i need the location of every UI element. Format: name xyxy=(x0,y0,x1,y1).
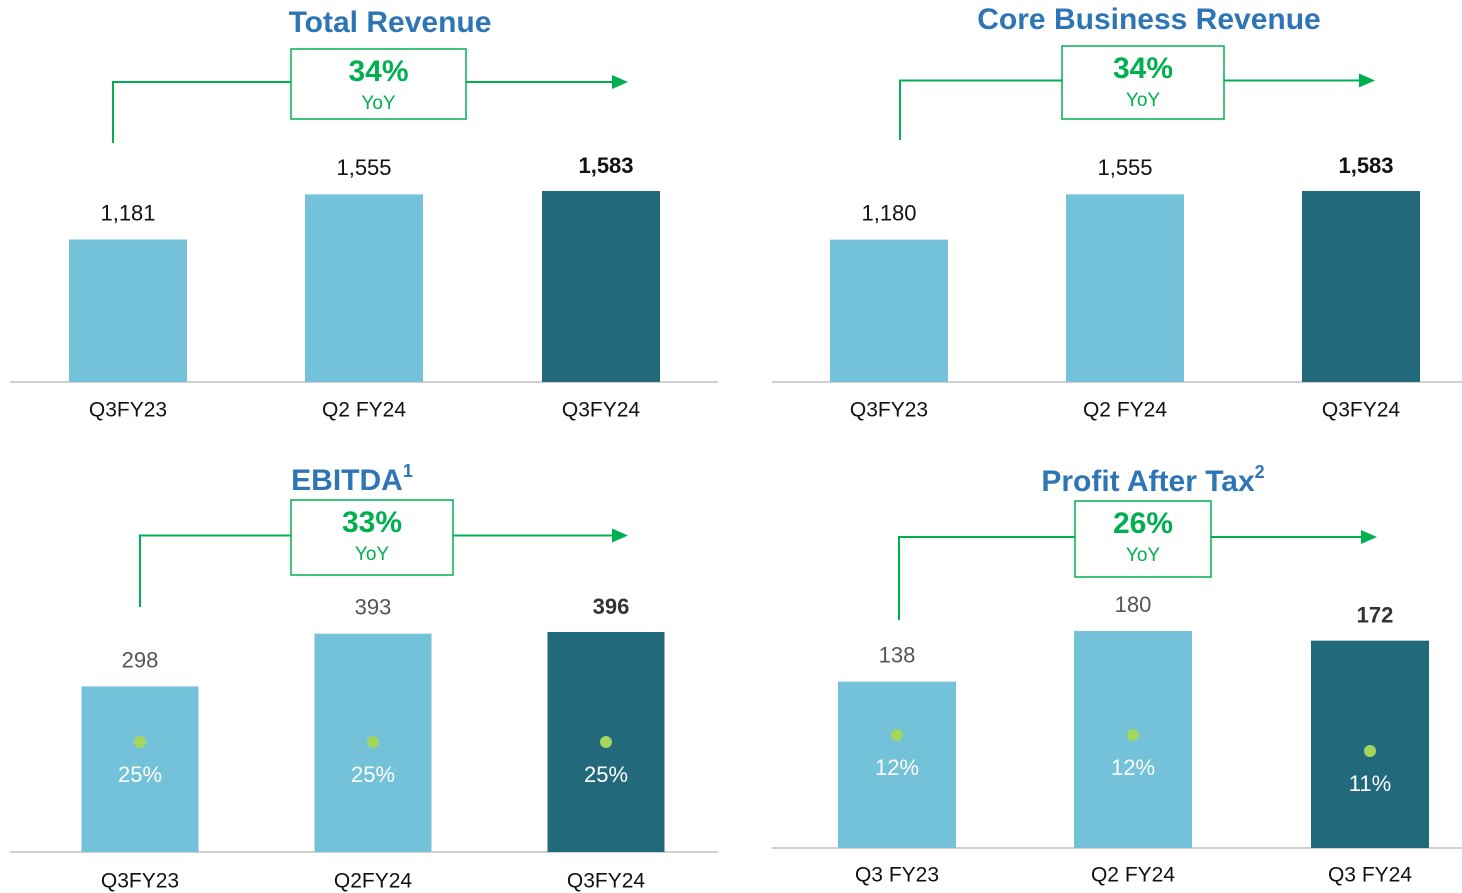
margin-dot xyxy=(600,736,612,748)
growth-value: 26% xyxy=(1113,507,1173,540)
title-note: 2 xyxy=(1255,462,1265,482)
arrow-head xyxy=(612,528,628,543)
margin-label: 25% xyxy=(351,762,395,787)
category-label: Q2 FY24 xyxy=(1083,399,1167,422)
margin-label: 25% xyxy=(118,762,162,787)
growth-caption: YoY xyxy=(1126,90,1160,111)
category-label: Q2 FY24 xyxy=(1091,864,1175,887)
arrow-head xyxy=(1359,73,1375,88)
value-label: 396 xyxy=(593,594,630,619)
category-label: Q3FY24 xyxy=(567,870,646,893)
value-label: 180 xyxy=(1115,592,1152,617)
title-text: EBITDA xyxy=(291,464,403,497)
bar xyxy=(542,191,660,382)
value-label: 1,583 xyxy=(1338,153,1393,178)
growth-value: 33% xyxy=(342,506,402,539)
bar xyxy=(1311,640,1429,848)
title-text: Core Business Revenue xyxy=(977,3,1320,36)
arrow-head xyxy=(1361,530,1377,544)
callout-box xyxy=(1061,45,1225,120)
title-text: Total Revenue xyxy=(289,6,492,39)
margin-label: 11% xyxy=(1349,771,1391,796)
margin-dot xyxy=(891,729,903,741)
category-label: Q2FY24 xyxy=(334,870,413,893)
growth-value: 34% xyxy=(1113,52,1173,85)
value-label: 1,181 xyxy=(100,200,155,225)
category-label: Q2 FY24 xyxy=(322,399,406,422)
margin-dot xyxy=(1127,729,1139,741)
value-label: 298 xyxy=(122,647,159,672)
callout-line xyxy=(898,536,1075,620)
category-label: Q3 FY23 xyxy=(855,864,939,887)
callout-box xyxy=(290,48,467,120)
callout-line xyxy=(139,534,291,607)
title-text: Profit After Tax xyxy=(1041,465,1255,498)
callout-box xyxy=(1074,500,1212,578)
bar xyxy=(1302,191,1420,382)
bar xyxy=(81,686,199,852)
margin-dot xyxy=(134,736,146,748)
value-label: 393 xyxy=(355,594,392,619)
value-label: 172 xyxy=(1357,602,1394,627)
chart-panel: EBITDA1 33% YoY 298 Q3FY23 25% 393 Q2FY24 25% 396… xyxy=(10,461,718,893)
category-label: Q3FY23 xyxy=(101,870,179,893)
value-label: 1,583 xyxy=(578,153,633,178)
growth-caption: YoY xyxy=(361,93,395,114)
category-label: Q3 FY24 xyxy=(1328,864,1412,887)
value-label: 1,555 xyxy=(336,155,391,180)
chart-title: Core Business Revenue xyxy=(977,3,1320,36)
bar xyxy=(69,239,187,382)
chart-title: Profit After Tax2 xyxy=(1041,462,1264,498)
category-label: Q3FY23 xyxy=(89,399,167,422)
chart-panel: Core Business Revenue 34% YoY 1,180 Q3FY23 1,… xyxy=(772,3,1462,422)
margin-label: 25% xyxy=(584,762,628,787)
value-label: 1,180 xyxy=(861,200,916,225)
margin-dot xyxy=(1364,745,1376,757)
growth-value: 34% xyxy=(348,55,408,88)
chart-title: EBITDA1 xyxy=(291,461,413,497)
bar xyxy=(838,681,956,848)
chart-panel: Profit After Tax2 26% YoY 138 Q3 FY23 12% 180 Q… xyxy=(772,462,1462,887)
margin-label: 12% xyxy=(1111,755,1155,780)
bar xyxy=(1066,194,1184,382)
category-label: Q3FY24 xyxy=(1322,399,1401,422)
bar xyxy=(305,194,423,382)
category-label: Q3FY23 xyxy=(850,399,928,422)
value-label: 138 xyxy=(879,642,916,667)
margin-label: 12% xyxy=(875,755,919,780)
chart-title: Total Revenue xyxy=(289,6,492,39)
title-note: 1 xyxy=(403,461,413,481)
margin-dot xyxy=(367,736,379,748)
value-label: 1,555 xyxy=(1097,155,1152,180)
callout-box xyxy=(290,499,454,576)
growth-caption: YoY xyxy=(1126,545,1160,566)
category-label: Q3FY24 xyxy=(562,399,641,422)
bar xyxy=(830,239,948,382)
chart-panel: Total Revenue 34% YoY 1,181 Q3FY23 1,555 Q2 FY… xyxy=(10,6,718,422)
callout-line xyxy=(899,79,1062,140)
growth-caption: YoY xyxy=(355,544,389,565)
arrow-head xyxy=(612,75,628,89)
callout-line xyxy=(112,81,291,143)
